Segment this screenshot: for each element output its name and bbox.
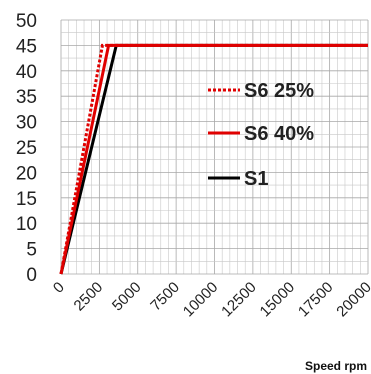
y-tick-label: 40 <box>16 62 37 83</box>
y-tick-label: 10 <box>16 214 37 235</box>
y-tick-label: 0 <box>26 265 37 286</box>
x-tick-label: 5000 <box>109 279 145 315</box>
y-tick-label: 15 <box>16 189 37 210</box>
x-tick-label: 12500 <box>218 279 260 321</box>
y-tick-label: 5 <box>26 240 37 261</box>
y-tick-label: 50 <box>16 11 37 32</box>
x-tick-label: 20000 <box>333 279 371 321</box>
series-line <box>59 43 368 275</box>
y-tick-label: 25 <box>16 138 37 159</box>
x-tick-label: 17500 <box>295 279 337 321</box>
legend-label: S1 <box>244 168 268 190</box>
y-tick-label: 30 <box>16 113 37 134</box>
y-tick-label: 35 <box>16 87 37 108</box>
x-tick-label: 7500 <box>147 279 183 315</box>
x-axis-label: Speed rpm <box>305 359 367 373</box>
legend-label: S6 40% <box>244 123 314 145</box>
y-tick-label: 20 <box>16 163 37 184</box>
chart-series <box>59 43 368 275</box>
chart-legend: S6 25% S6 40% S1 <box>208 80 314 190</box>
legend-label: S6 25% <box>244 80 314 102</box>
y-axis-ticks: 0 5 10 15 20 25 30 35 40 45 50 <box>16 11 37 286</box>
y-tick-label: 45 <box>16 36 37 57</box>
x-tick-label: 10000 <box>180 279 222 321</box>
x-tick-label: 2500 <box>71 279 107 315</box>
x-tick-label: 0 <box>50 279 68 297</box>
x-tick-label: 15000 <box>257 279 299 321</box>
